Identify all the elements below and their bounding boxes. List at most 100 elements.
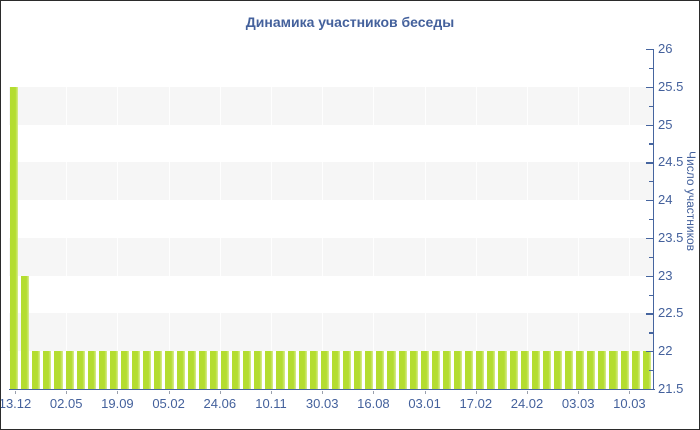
bar	[65, 351, 74, 389]
bar	[287, 351, 296, 389]
bar	[109, 351, 119, 389]
vertical-gridline	[117, 313, 119, 352]
y-axis-line	[653, 49, 655, 390]
bar	[509, 351, 518, 389]
y-major-tick	[646, 313, 653, 315]
vertical-gridline	[527, 313, 528, 352]
bar	[54, 351, 63, 389]
vertical-gridline	[117, 162, 119, 201]
vertical-gridline	[475, 237, 477, 276]
bar	[331, 351, 341, 389]
x-axis-tick	[629, 391, 631, 394]
vertical-gridline	[168, 313, 170, 352]
bar	[454, 351, 463, 389]
bar	[76, 351, 85, 389]
bar	[376, 351, 385, 389]
x-axis-tick	[219, 391, 221, 394]
y-axis-tick-label: 25.5	[658, 78, 684, 94]
vertical-gridline	[322, 313, 324, 352]
vertical-gridline	[527, 86, 528, 125]
bar	[176, 351, 185, 389]
bar	[598, 351, 607, 389]
bar	[365, 351, 374, 389]
bar	[265, 351, 274, 389]
bar	[343, 351, 352, 389]
x-axis-tick-label: 30.03	[305, 396, 339, 411]
vertical-gridline	[168, 237, 170, 276]
y-minor-tick	[649, 219, 653, 221]
x-axis-tick	[424, 391, 426, 394]
x-axis-tick-label: 03.03	[561, 396, 595, 411]
vertical-gridline	[475, 86, 477, 125]
x-axis-tick-label: 03.01	[408, 396, 441, 411]
x-axis-tick-label: 24.06	[203, 396, 237, 411]
vertical-gridline	[373, 313, 375, 352]
bar	[553, 351, 563, 389]
vertical-gridline	[66, 313, 68, 352]
vertical-gridline	[629, 313, 631, 352]
vertical-gridline	[578, 237, 580, 276]
bar	[220, 351, 230, 389]
bar	[531, 351, 540, 389]
vertical-gridline	[219, 313, 221, 352]
vertical-gridline	[527, 237, 528, 276]
vertical-gridline	[271, 162, 272, 201]
y-major-tick	[646, 49, 653, 51]
bar	[320, 351, 329, 389]
bar	[642, 351, 651, 389]
bar	[442, 351, 452, 389]
bar	[87, 351, 96, 389]
x-axis-tick	[168, 391, 170, 394]
y-minor-tick	[649, 181, 653, 183]
y-major-tick	[646, 389, 653, 391]
vertical-gridline	[578, 162, 580, 201]
bar	[43, 351, 52, 389]
vertical-gridline	[424, 237, 426, 276]
vertical-gridline	[117, 237, 119, 276]
bar	[498, 351, 507, 389]
vertical-gridline	[373, 237, 375, 276]
y-axis-tick-label: 21.5	[658, 381, 684, 396]
bar	[121, 351, 130, 389]
bar	[354, 351, 363, 389]
vertical-gridline	[578, 86, 580, 125]
y-axis-tick-label: 23	[658, 267, 673, 283]
bar	[98, 351, 107, 389]
bar	[21, 275, 30, 389]
vertical-gridline	[219, 237, 221, 276]
x-axis-tick-label: 17.02	[459, 396, 493, 411]
bar	[620, 351, 629, 389]
bar	[487, 351, 496, 389]
bar	[431, 351, 440, 389]
y-major-tick	[646, 162, 653, 164]
vertical-gridline	[271, 313, 272, 352]
x-axis-tick	[475, 391, 477, 394]
bar	[298, 351, 307, 389]
bar	[198, 351, 207, 389]
y-minor-tick	[649, 105, 653, 107]
x-axis-tick-label: 24.02	[510, 396, 544, 411]
vertical-gridline	[66, 237, 68, 276]
x-axis-tick	[322, 391, 324, 394]
bar	[542, 351, 551, 389]
y-axis-tick-label: 22	[658, 343, 673, 359]
y-major-tick	[646, 200, 653, 202]
y-major-tick	[646, 351, 653, 353]
vertical-gridline	[629, 86, 631, 125]
bar	[243, 351, 252, 389]
grid-band	[9, 86, 653, 125]
grid-band	[9, 237, 653, 276]
bar	[420, 351, 429, 389]
bar	[631, 351, 640, 389]
vertical-gridline	[578, 313, 580, 352]
y-minor-tick	[649, 143, 653, 145]
x-axis-tick	[117, 391, 119, 394]
x-axis-tick-label: 05.02	[152, 396, 185, 411]
y-axis-tick-label: 22.5	[658, 305, 684, 321]
bar	[565, 351, 574, 389]
bar	[165, 351, 174, 389]
vertical-gridline	[322, 162, 324, 201]
x-axis-tick-label: 02.05	[49, 396, 83, 411]
